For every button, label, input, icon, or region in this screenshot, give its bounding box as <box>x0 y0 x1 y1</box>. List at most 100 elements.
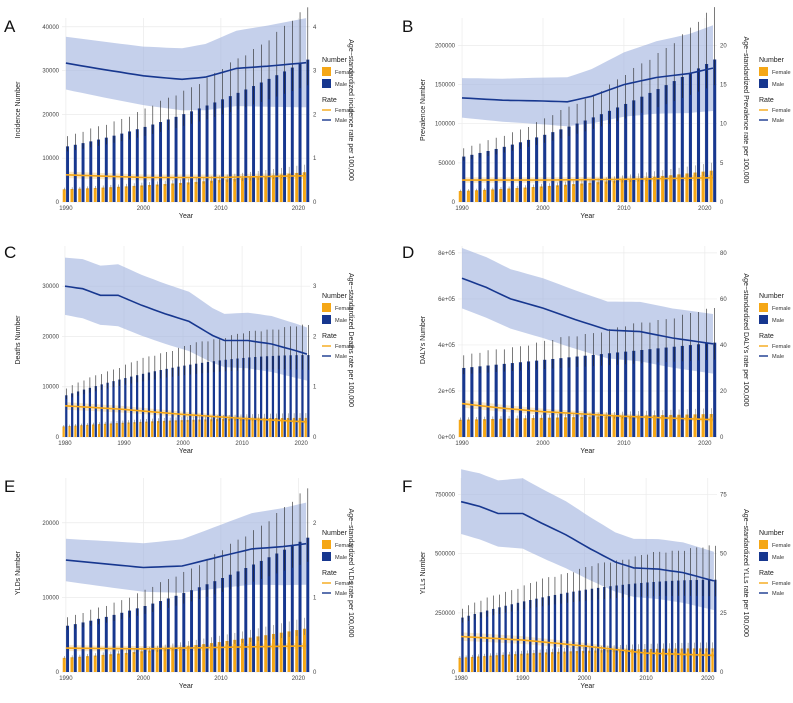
legend: Number Female Male Rate Female Male <box>759 293 791 360</box>
y-tick-label: 500000 <box>435 552 456 558</box>
male-number-bar <box>677 580 680 672</box>
female-number-bar <box>464 657 468 672</box>
male-number-bar <box>583 355 587 437</box>
male-number-bar <box>462 367 466 437</box>
male-number-bar <box>492 608 495 672</box>
x-tick-label: 1990 <box>455 441 469 447</box>
female-number-bar <box>257 418 260 437</box>
female-number-bar <box>171 183 175 202</box>
male-number-bar <box>624 103 628 202</box>
male-number-bar <box>205 584 209 672</box>
female-number-bar <box>132 185 136 202</box>
legend-male-swatch <box>759 552 768 561</box>
male-number-bar <box>267 78 271 202</box>
male-number-bar <box>197 587 201 672</box>
male-rate-line <box>64 285 308 355</box>
legend-female-label: Female <box>335 306 354 312</box>
male-number-bar <box>584 589 587 672</box>
male-number-bar <box>301 355 304 437</box>
male-number-bar <box>174 595 178 672</box>
female-number-bar <box>180 420 183 437</box>
male-number-bar <box>640 349 644 437</box>
female-number-bar <box>287 173 291 202</box>
y2-tick-label: 50 <box>720 552 727 558</box>
male-number-bar <box>713 59 717 203</box>
male-number-bar <box>599 114 603 202</box>
male-number-bar <box>624 351 628 437</box>
female-number-bar <box>483 189 487 202</box>
legend-female-rate-label: Female <box>772 108 791 114</box>
female-number-bar <box>693 172 697 202</box>
y-axis-title: DALYs Number <box>420 315 427 364</box>
male-number-bar <box>89 620 93 672</box>
y2-tick-label: 0 <box>313 200 317 206</box>
male-number-bar <box>306 537 310 672</box>
male-number-bar <box>583 120 587 202</box>
male-rate-band <box>462 248 713 374</box>
female-number-bar <box>606 649 609 672</box>
male-number-bar <box>197 108 201 202</box>
male-number-bar <box>714 579 717 672</box>
male-number-bar <box>478 152 482 202</box>
male-number-bar <box>547 596 550 672</box>
male-number-bar <box>213 581 217 672</box>
legend-female-label: Female <box>335 70 354 76</box>
female-number-bar <box>298 417 301 437</box>
male-number-bar <box>236 92 240 202</box>
male-number-bar <box>705 343 709 437</box>
female-number-bar <box>474 190 479 202</box>
x-tick-label: 2010 <box>639 676 653 682</box>
x-tick-label: 2010 <box>617 441 631 447</box>
female-number-bar <box>147 650 151 672</box>
male-number-bar <box>498 607 501 672</box>
male-number-bar <box>701 579 705 672</box>
male-number-bar <box>502 363 506 437</box>
x-tick-label: 2000 <box>137 206 151 212</box>
male-number-bar <box>182 114 186 202</box>
female-number-bar <box>526 653 529 672</box>
female-number-bar <box>661 176 665 202</box>
male-number-bar <box>112 135 116 202</box>
male-number-bar <box>543 359 547 437</box>
male-number-bar <box>567 126 571 202</box>
female-number-bar <box>563 651 566 672</box>
male-number-bar <box>603 587 606 672</box>
female-rate-line <box>462 176 714 181</box>
female-number-bar <box>483 419 487 437</box>
female-number-bar <box>124 652 128 672</box>
legend-male-label: Male <box>335 82 347 88</box>
female-number-bar <box>711 648 714 672</box>
female-number-bar <box>705 648 708 672</box>
male-number-bar <box>543 134 547 202</box>
female-number-bar <box>625 649 628 672</box>
female-number-bar <box>620 416 624 437</box>
female-number-bar <box>668 648 671 672</box>
female-number-bar <box>68 426 71 437</box>
panel-letter: D <box>402 243 414 262</box>
x-tick-label: 2000 <box>536 441 550 447</box>
female-number-bar <box>612 416 616 437</box>
female-number-bar <box>287 631 291 672</box>
female-number-bar <box>539 186 543 202</box>
y-tick-label: 150000 <box>435 83 456 89</box>
female-number-bar <box>596 182 600 202</box>
female-number-bar <box>97 424 101 437</box>
legend-male-rate-label: Male <box>335 118 347 124</box>
y-tick-label: 0 <box>452 670 456 676</box>
female-number-bar <box>264 176 268 202</box>
y2-tick-label: 40 <box>720 343 727 349</box>
female-number-bar <box>204 419 207 437</box>
female-number-bar <box>588 416 592 437</box>
male-number-bar <box>159 370 162 437</box>
male-number-bar <box>205 105 209 202</box>
male-number-bar <box>575 123 579 202</box>
female-number-bar <box>499 418 503 437</box>
male-number-bar <box>559 129 563 202</box>
female-number-bar <box>209 643 213 672</box>
y2-tick-label: 0 <box>720 435 724 441</box>
male-number-bar <box>259 82 263 202</box>
legend-male-label: Male <box>772 82 784 88</box>
male-number-bar <box>97 139 101 202</box>
panel-d: 0e+00 2e+05 4e+05 6e+05 8e+05 0 20 40 60 80 1990 20… <box>402 243 791 455</box>
y-tick-label: 10000 <box>42 156 59 162</box>
